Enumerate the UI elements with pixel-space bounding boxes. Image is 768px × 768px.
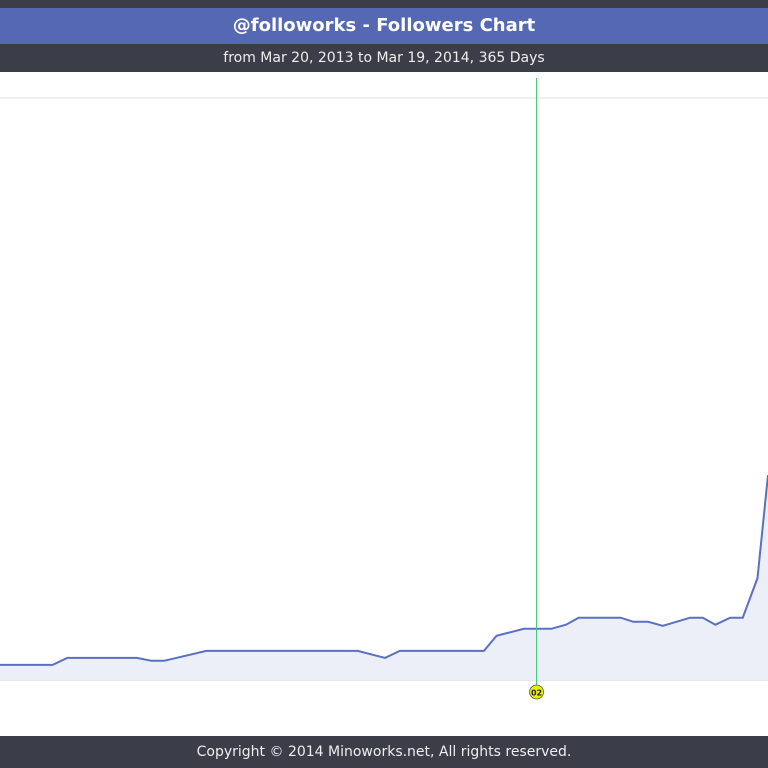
marker-dot	[529, 684, 544, 700]
top-bar	[0, 0, 768, 8]
area	[0, 475, 768, 680]
line	[0, 475, 768, 666]
marker-label: 02	[531, 689, 542, 698]
chart-subtitle: from Mar 20, 2013 to Mar 19, 2014, 365 D…	[0, 44, 768, 72]
chart-title: @followorks - Followers Chart	[0, 8, 768, 44]
chart: 02	[0, 78, 768, 700]
footer: Copyright © 2014 Minoworks.net, All righ…	[0, 736, 768, 768]
